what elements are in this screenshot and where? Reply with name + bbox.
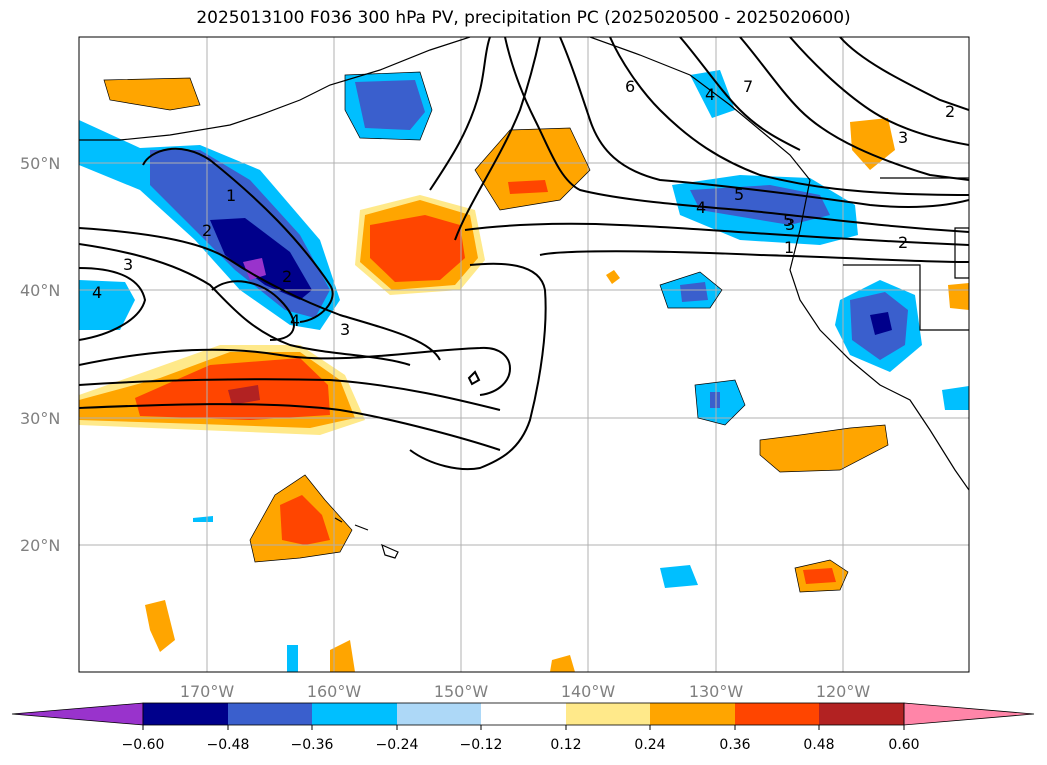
precip-outlines xyxy=(103,71,889,593)
longitude-labels: 170°W 160°W 150°W 140°W 130°W 120°W xyxy=(180,682,871,701)
colorbar-segment xyxy=(650,703,735,725)
negative-anomaly xyxy=(942,386,969,410)
positive-anomaly xyxy=(550,655,575,672)
positive-anomaly xyxy=(606,270,620,284)
contour-label: 5 xyxy=(734,185,744,204)
colorbar-tick-label: 0.12 xyxy=(550,737,581,753)
contour-label: 4 xyxy=(290,311,300,330)
lon-label: 120°W xyxy=(816,682,871,701)
lat-label: 40°N xyxy=(20,281,60,300)
map-title: 2025013100 F036 300 hPa PV, precipitatio… xyxy=(196,8,851,28)
positive-anomaly xyxy=(370,215,465,282)
colorbar: −0.60 −0.48 −0.36 −0.24 −0.12 0.12 0.24 … xyxy=(11,702,1035,753)
positive-anomaly xyxy=(280,495,330,545)
contour-label: 2 xyxy=(945,102,955,121)
colorbar-tick-label: 0.36 xyxy=(719,737,750,753)
contour-label: 2 xyxy=(898,233,908,252)
contour-label: 2 xyxy=(202,221,212,240)
negative-anomaly xyxy=(690,70,735,118)
negative-anomaly xyxy=(287,645,298,672)
lon-label: 170°W xyxy=(180,682,235,701)
negative-anomaly xyxy=(355,80,425,130)
contour-label: 4 xyxy=(92,283,102,302)
colorbar-segment xyxy=(566,703,650,725)
positive-anomaly xyxy=(228,385,260,405)
colorbar-segment xyxy=(735,703,819,725)
colorbar-tick-label: −0.24 xyxy=(376,737,419,753)
pv-contour-labels: 1 2 3 4 5 6 7 4 5 3 4 2 3 4 2 3 1 2 xyxy=(92,77,955,339)
negative-anomaly xyxy=(870,312,892,335)
negative-anomaly xyxy=(660,565,698,588)
contour-label: 3 xyxy=(123,255,133,274)
contour-label: 4 xyxy=(705,85,715,104)
colorbar-tick-label: −0.36 xyxy=(291,737,334,753)
contour-label: 4 xyxy=(696,198,706,217)
lon-label: 160°W xyxy=(307,682,362,701)
colorbar-segment xyxy=(903,702,1035,726)
colorbar-tick-label: 0.60 xyxy=(888,737,919,753)
colorbar-tick-label: −0.12 xyxy=(460,737,503,753)
positive-anomaly xyxy=(330,640,355,672)
negative-anomaly xyxy=(193,516,213,522)
positive-anomaly xyxy=(850,118,895,170)
positive-anomaly xyxy=(475,128,590,210)
contour-label: 2 xyxy=(282,267,292,286)
positive-anomaly xyxy=(104,78,200,110)
colorbar-segment xyxy=(397,703,481,725)
pv-contours xyxy=(79,37,969,471)
colorbar-segment xyxy=(228,703,312,725)
negative-anomaly xyxy=(79,280,135,330)
contour-label: 5 xyxy=(783,211,793,230)
positive-anomaly xyxy=(508,180,548,194)
positive-anomaly xyxy=(145,600,175,652)
map-area: 1 2 3 4 5 6 7 4 5 3 4 2 3 4 2 3 1 2 xyxy=(79,37,969,672)
colorbar-tick-label: −0.48 xyxy=(207,737,250,753)
positive-anomaly xyxy=(948,283,969,310)
negative-anomaly xyxy=(243,258,266,280)
colorbar-segment xyxy=(481,703,566,725)
colorbar-segment xyxy=(819,703,904,725)
precip-shading xyxy=(79,70,969,672)
colorbar-tick-label: 0.24 xyxy=(634,737,665,753)
colorbar-segment xyxy=(312,703,397,725)
contour-label: 1 xyxy=(784,238,794,257)
colorbar-segment xyxy=(11,702,144,726)
colorbar-tick-label: 0.48 xyxy=(803,737,834,753)
colorbar-segment xyxy=(143,703,228,725)
lat-label: 50°N xyxy=(20,154,60,173)
gridlines xyxy=(79,37,969,672)
contour-label: 1 xyxy=(226,186,236,205)
positive-anomaly xyxy=(803,568,836,584)
lat-label: 30°N xyxy=(20,409,60,428)
map-frame xyxy=(78,36,970,673)
contour-label: 3 xyxy=(898,128,908,147)
colorbar-frame xyxy=(142,702,905,726)
lon-label: 150°W xyxy=(434,682,489,701)
latitude-labels: 50°N 40°N 30°N 20°N xyxy=(20,154,60,555)
negative-anomaly xyxy=(710,392,720,408)
negative-anomaly xyxy=(680,282,708,302)
lat-label: 20°N xyxy=(20,536,60,555)
contour-label: 6 xyxy=(625,77,635,96)
contour-label: 3 xyxy=(340,320,350,339)
coastlines xyxy=(79,37,969,559)
positive-anomaly xyxy=(760,425,888,472)
contour-label: 3 xyxy=(785,215,795,234)
lon-label: 140°W xyxy=(561,682,616,701)
lon-label: 130°W xyxy=(689,682,744,701)
colorbar-tick-label: −0.60 xyxy=(122,737,165,753)
contour-label: 7 xyxy=(743,77,753,96)
